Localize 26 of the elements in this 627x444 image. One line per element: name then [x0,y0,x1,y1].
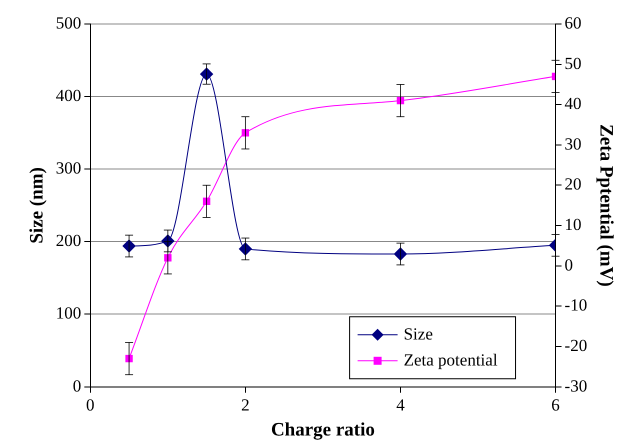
y2-tick-label: -20 [564,336,588,355]
x-tick-label: 2 [241,395,250,414]
y2-tick-label: -30 [564,376,588,396]
y2-tick-label: 50 [564,54,582,73]
y-tick-label: 500 [56,13,82,32]
legend-label: Zeta potential [404,350,498,370]
y2-tick-label: -10 [564,296,588,315]
y-tick-label: 100 [56,304,82,323]
y2-axis-title: Zeta Pptential (mV) [596,124,617,287]
x-axis-title: Charge ratio [270,420,375,441]
legend-label: Size [404,324,433,344]
y2-tick-label: 40 [564,94,582,114]
y-tick-label: 0 [72,376,82,396]
y-tick-label: 400 [56,86,82,106]
y2-tick-label: 0 [564,255,574,274]
point [164,254,172,262]
x-tick-label: 6 [551,395,560,414]
y-axis-title: Size (nm) [26,167,48,244]
y2-tick-label: 30 [564,134,582,154]
y-tick-label: 200 [56,231,82,250]
y2-tick-label: 60 [564,13,582,32]
y2-tick-label: 20 [564,174,582,194]
x-tick-label: 4 [396,395,406,414]
x-tick-label: 0 [86,395,95,414]
y-tick-label: 300 [56,158,82,178]
y2-tick-label: 10 [564,215,582,234]
